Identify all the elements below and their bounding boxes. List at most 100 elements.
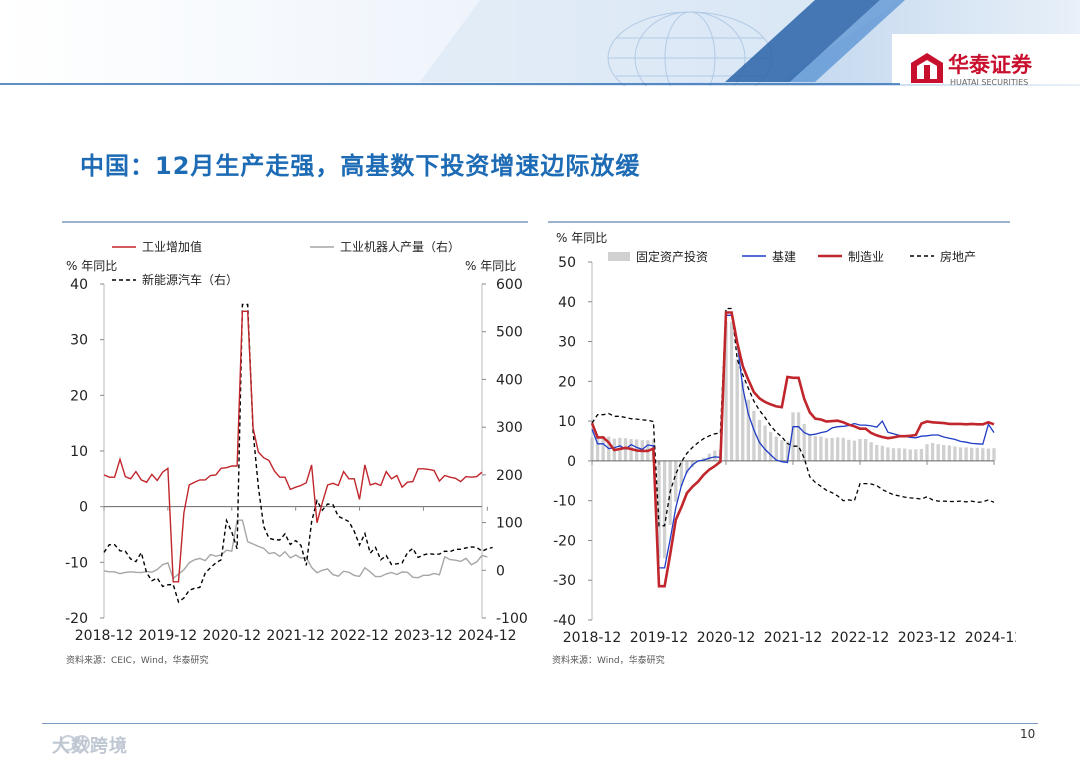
- legend: 固定资产投资 基建 制造业 房地产: [608, 249, 976, 264]
- x-tick-label: 2023-12: [394, 628, 453, 644]
- bar-fai: [685, 460, 689, 474]
- y-tick-label: 30: [558, 335, 576, 351]
- x-tick-label: 2020-12: [203, 628, 262, 644]
- industrial-output-chart: 工业增加值 工业机器人产量（右） 新能源汽车（右） % 年同比 % 年同比 -2…: [62, 221, 528, 666]
- bar-fai: [925, 444, 929, 461]
- bar-fai: [813, 436, 817, 461]
- bar-fai: [981, 448, 985, 461]
- bar-fai: [908, 449, 912, 461]
- x-tick-label: 2021-12: [764, 630, 823, 646]
- bar-fai: [947, 445, 951, 461]
- bar-fai: [819, 436, 823, 461]
- bar-fai: [970, 447, 974, 461]
- bar-fai: [875, 444, 879, 461]
- bar-fai: [903, 448, 907, 461]
- bar-fai: [830, 437, 834, 461]
- bar-fai: [863, 439, 868, 461]
- bar-fai: [690, 460, 695, 468]
- series-line-nev: [103, 303, 493, 604]
- bar-fai: [735, 359, 739, 461]
- y-tick-left-label: 30: [70, 333, 88, 349]
- bar-fai: [763, 425, 767, 461]
- legend-label-infra: 基建: [772, 250, 796, 264]
- bar-fai: [964, 447, 968, 461]
- legend-label-realestate: 房地产: [940, 249, 976, 264]
- bar-fai: [914, 449, 918, 461]
- bar-fai: [741, 381, 745, 461]
- y-tick-right-label: 0: [496, 563, 505, 579]
- legend-label-manufacturing: 制造业: [848, 250, 884, 264]
- y-tick-right-label: 100: [496, 516, 523, 532]
- bar-fai: [752, 410, 756, 461]
- bar-fai: [836, 437, 840, 461]
- bar-fai: [841, 437, 845, 461]
- series-line-robot: [103, 519, 488, 580]
- y-tick-left-label: 20: [70, 388, 88, 404]
- y-tick-right-label: 200: [496, 468, 523, 484]
- series-line-manufacturing: [590, 311, 995, 588]
- y-tick-label: 10: [558, 414, 576, 430]
- x-tick-label: 2019-12: [139, 628, 198, 644]
- bar-fai: [601, 435, 605, 461]
- bar-fai: [769, 431, 773, 461]
- y-tick-left-label: 40: [70, 277, 88, 293]
- legend-label-fai: 固定资产投资: [636, 249, 708, 264]
- y-tick-left-label: -20: [65, 611, 88, 627]
- y-tick-right-label: 300: [496, 420, 523, 436]
- bar-fai: [757, 419, 762, 461]
- y-tick-label: -20: [553, 533, 576, 549]
- y-tick-label: 50: [558, 255, 576, 271]
- page-header-banner: 华泰证券 HUATAI SECURITIES: [0, 0, 1080, 86]
- y-tick-label: -30: [553, 573, 576, 589]
- y-tick-label: -10: [553, 494, 576, 510]
- bar-fai: [858, 439, 862, 461]
- bar-fai: [724, 321, 728, 461]
- bar-fai: [852, 440, 857, 461]
- bar-fai: [785, 441, 790, 461]
- bar-fai: [802, 423, 806, 461]
- bar-fai: [958, 447, 963, 461]
- legend-label-industrial: 工业增加值: [142, 239, 202, 254]
- watermark-text: 大数跨境: [52, 736, 128, 757]
- bar-fai: [796, 412, 801, 461]
- y-tick-right-label: -100: [496, 611, 528, 627]
- bar-fai: [897, 448, 901, 461]
- y-tick-right-label: 400: [496, 372, 523, 388]
- bar-fai: [674, 460, 678, 502]
- bar-fai: [595, 436, 600, 461]
- bar-fai: [953, 446, 957, 461]
- bar-fai: [919, 448, 924, 461]
- legend-label-robot: 工业机器人产量（右）: [340, 239, 460, 254]
- bar-fai: [869, 442, 873, 461]
- bar-fai: [702, 457, 706, 461]
- bar-fai: [880, 445, 884, 461]
- y-tick-right-label: 500: [496, 325, 523, 341]
- page-title: 中国：12月生产走强，高基数下投资增速边际放缓: [80, 152, 641, 180]
- x-tick-label: 2022-12: [831, 630, 890, 646]
- bar-fai: [662, 460, 667, 559]
- x-tick-label: 2018-12: [75, 628, 134, 644]
- investment-chart: % 年同比 固定资产投资 基建 制造业 房地产 -40 -30 -20 -10 0 10 2…: [548, 221, 1016, 666]
- footer-rule: [42, 723, 1038, 724]
- bar-fai: [679, 460, 683, 486]
- x-tick-label: 2018-12: [563, 630, 622, 646]
- bar-fai: [975, 447, 979, 461]
- bar-fai: [891, 448, 896, 461]
- x-tick-label: 2020-12: [697, 630, 756, 646]
- source-note-left: 资料来源：CEIC，Wind，华泰研究: [66, 654, 209, 666]
- bar-fai: [936, 444, 940, 461]
- y-axis-left-label: % 年同比: [66, 259, 117, 273]
- bar-fai: [774, 436, 778, 461]
- y-tick-right-label: 600: [496, 277, 523, 293]
- y-tick-label: 0: [567, 454, 576, 470]
- bar-fai: [986, 448, 991, 461]
- bar-fai: [824, 438, 829, 461]
- source-note-right: 资料来源：Wind，华泰研究: [552, 654, 665, 666]
- bar-fai: [713, 450, 717, 461]
- bar-fai: [780, 440, 784, 461]
- y-tick-left-label: 10: [70, 444, 88, 460]
- x-tick-label: 2023-12: [898, 630, 957, 646]
- x-tick-label: 2019-12: [630, 630, 689, 646]
- series-line-industrial: [103, 310, 483, 583]
- y-tick-label: 40: [558, 295, 576, 311]
